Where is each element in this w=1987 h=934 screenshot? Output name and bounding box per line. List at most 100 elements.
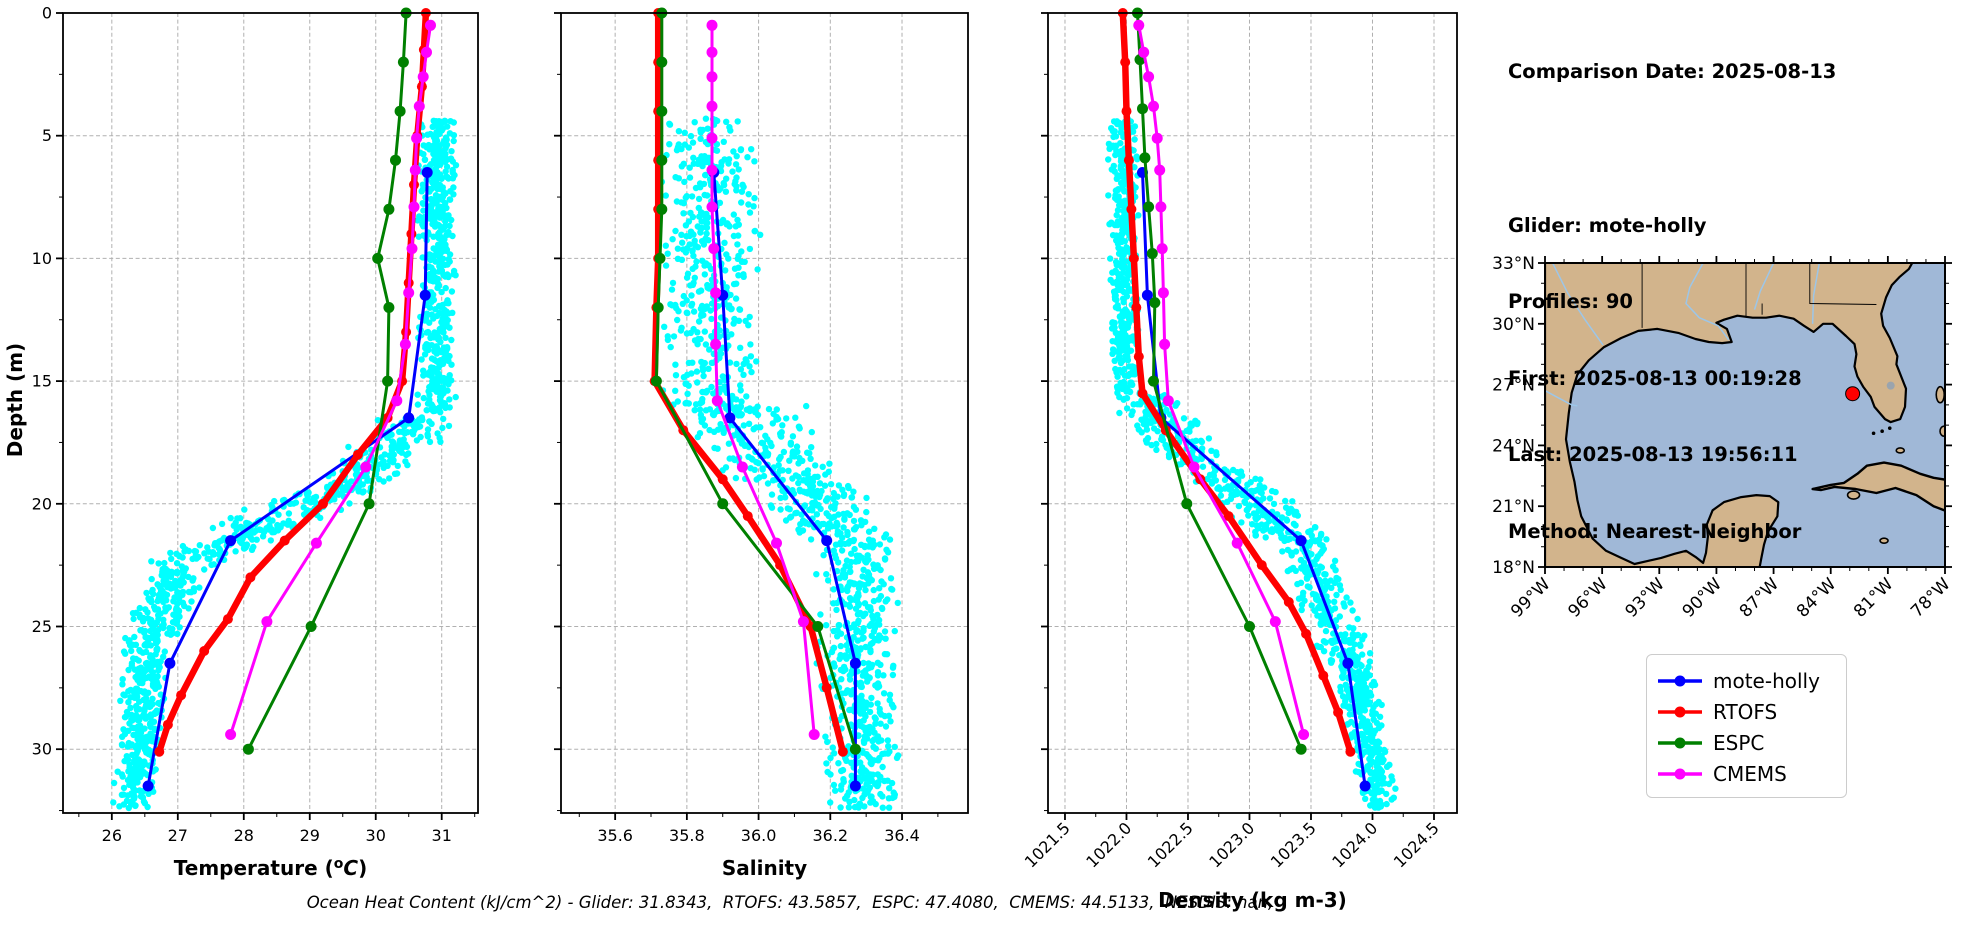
ohc-caption: Ocean Heat Content (kJ/cm^2) - Glider: 3… (306, 893, 1274, 912)
series-mote-holly-line (146, 171, 429, 788)
map-lake (1886, 381, 1895, 390)
map-ticks (1538, 256, 1952, 574)
legend-item-mote-holly: mote-holly (1657, 665, 1834, 696)
legend-label: mote-holly (1713, 668, 1820, 693)
legend-label: RTOFS (1713, 699, 1778, 724)
x-tick-label: 36.2 (812, 826, 848, 845)
info-panel: Comparison Date: 2025-08-13 Glider: mote… (1508, 8, 1836, 595)
series-mote-holly (708, 167, 861, 792)
glider-profiles-scatter (110, 117, 460, 812)
x-tick-label: 35.8 (669, 826, 705, 845)
map-lat-label: 27°N (1492, 376, 1535, 396)
series-mote-holly-line (1141, 171, 1367, 788)
glider-profiles-scatter (656, 115, 902, 811)
map-lat-label: 24°N (1492, 436, 1535, 456)
last-timestamp: Last: 2025-08-13 19:56:11 (1508, 443, 1798, 466)
axis-ticks (554, 12, 939, 820)
method: Method: Nearest-Neighbor (1508, 519, 1802, 543)
y-tick-label: 0 (42, 4, 52, 23)
x-tick-label: 26 (102, 826, 122, 845)
y-tick-label: 25 (32, 617, 52, 636)
profiles-count: Profiles: 90 (1508, 290, 1633, 313)
map-island (1879, 537, 1889, 544)
map-river (1811, 263, 1821, 324)
plot-border (560, 12, 969, 814)
map-lat-label: 18°N (1492, 558, 1535, 578)
legend-line-swatch (1658, 768, 1702, 779)
grid-lines (1048, 12, 1457, 813)
plot-border (62, 12, 479, 814)
map-island (1895, 447, 1906, 454)
x-tick-label: 27 (168, 826, 188, 845)
x-tick-label: 31 (432, 826, 452, 845)
axis-ticks (56, 12, 476, 820)
legend-line-swatch (1658, 737, 1702, 748)
series-ESPC (650, 7, 861, 755)
series-CMEMS (225, 19, 436, 740)
map-river (1753, 263, 1775, 310)
comparison-date: Comparison Date: 2025-08-13 (1508, 60, 1837, 83)
map-land-cuba (1811, 461, 1945, 512)
info-gap (1508, 136, 1836, 162)
series-RTOFS (1117, 8, 1356, 757)
y-tick-label: 30 (32, 740, 52, 759)
x-axis-label-temperature: Temperature (oC) (174, 856, 367, 880)
axis-tick-labels: 26 27 28 29 30 31 0 5 10 15 20 25 30 (32, 4, 452, 846)
x-tick-label: 36.0 (741, 826, 777, 845)
x-tick-label: 35.6 (597, 826, 633, 845)
first-timestamp: First: 2025-08-13 00:19:28 (1508, 366, 1802, 390)
legend-line-swatch (1658, 706, 1702, 717)
axis-tick-labels: 35.6 35.8 36.0 36.2 36.4 (597, 826, 919, 845)
map-lat-label: 30°N (1492, 315, 1535, 335)
series-CMEMS (1133, 19, 1310, 740)
map-island (1871, 431, 1876, 436)
glider-name: Glider: mote-holly (1508, 213, 1707, 237)
x-tick-label: 29 (300, 826, 320, 845)
axis-ticks (1041, 12, 1435, 820)
legend-line-swatch (1658, 675, 1702, 686)
x-axis-label-salinity: Salinity (722, 856, 807, 880)
legend-item-CMEMS: CMEMS (1657, 758, 1834, 789)
legend: mote-holly RTOFS ESPC CMEMS (1646, 654, 1847, 798)
chart-salinity: 35.6 35.8 36.0 36.2 36.4 Salinity (554, 7, 969, 880)
map-lat-label: 21°N (1492, 497, 1535, 517)
y-tick-label: 20 (32, 494, 52, 513)
map-island (1846, 490, 1861, 500)
map-island (1880, 429, 1884, 434)
legend-label: CMEMS (1713, 761, 1787, 786)
x-axis-label-density: Density (kg m-3) (1158, 888, 1347, 912)
map-land-north-america (1545, 263, 1914, 567)
map-river (1685, 263, 1730, 341)
map-river (1551, 263, 1604, 346)
x-tick-label: 28 (234, 826, 254, 845)
map-lat-label: 33°N (1492, 254, 1535, 274)
chart-temperature: 26 27 28 29 30 31 0 5 10 15 20 25 30 Temperature (oC)… (3, 4, 479, 880)
x-tick-label: 30 (366, 826, 386, 845)
y-tick-label: 5 (42, 126, 52, 145)
series-mote-holly (142, 167, 433, 792)
map-lon-label: 78°W (1907, 574, 1954, 621)
glider-location-marker (1845, 386, 1861, 402)
map-island (1887, 426, 1892, 430)
map-island (1935, 385, 1945, 404)
series-ESPC (1132, 7, 1307, 755)
series-mote-holly-line (712, 171, 857, 788)
series-RTOFS-line (1119, 9, 1354, 755)
y-tick-label: 15 (32, 372, 52, 391)
plot-border (1047, 12, 1458, 814)
legend-label: ESPC (1713, 730, 1765, 755)
map-state-border (1809, 263, 1877, 305)
x-tick-label: 36.4 (884, 826, 920, 845)
map-lon-label: 81°W (1850, 574, 1897, 621)
legend-item-ESPC: ESPC (1657, 727, 1834, 758)
series-CMEMS (706, 19, 820, 740)
y-axis-label: Depth (m) (3, 343, 27, 457)
map-river (1545, 390, 1578, 407)
map-border (1544, 262, 1946, 568)
legend-item-RTOFS: RTOFS (1657, 696, 1834, 727)
series-ESPC (242, 7, 412, 755)
y-tick-label: 10 (32, 249, 52, 268)
